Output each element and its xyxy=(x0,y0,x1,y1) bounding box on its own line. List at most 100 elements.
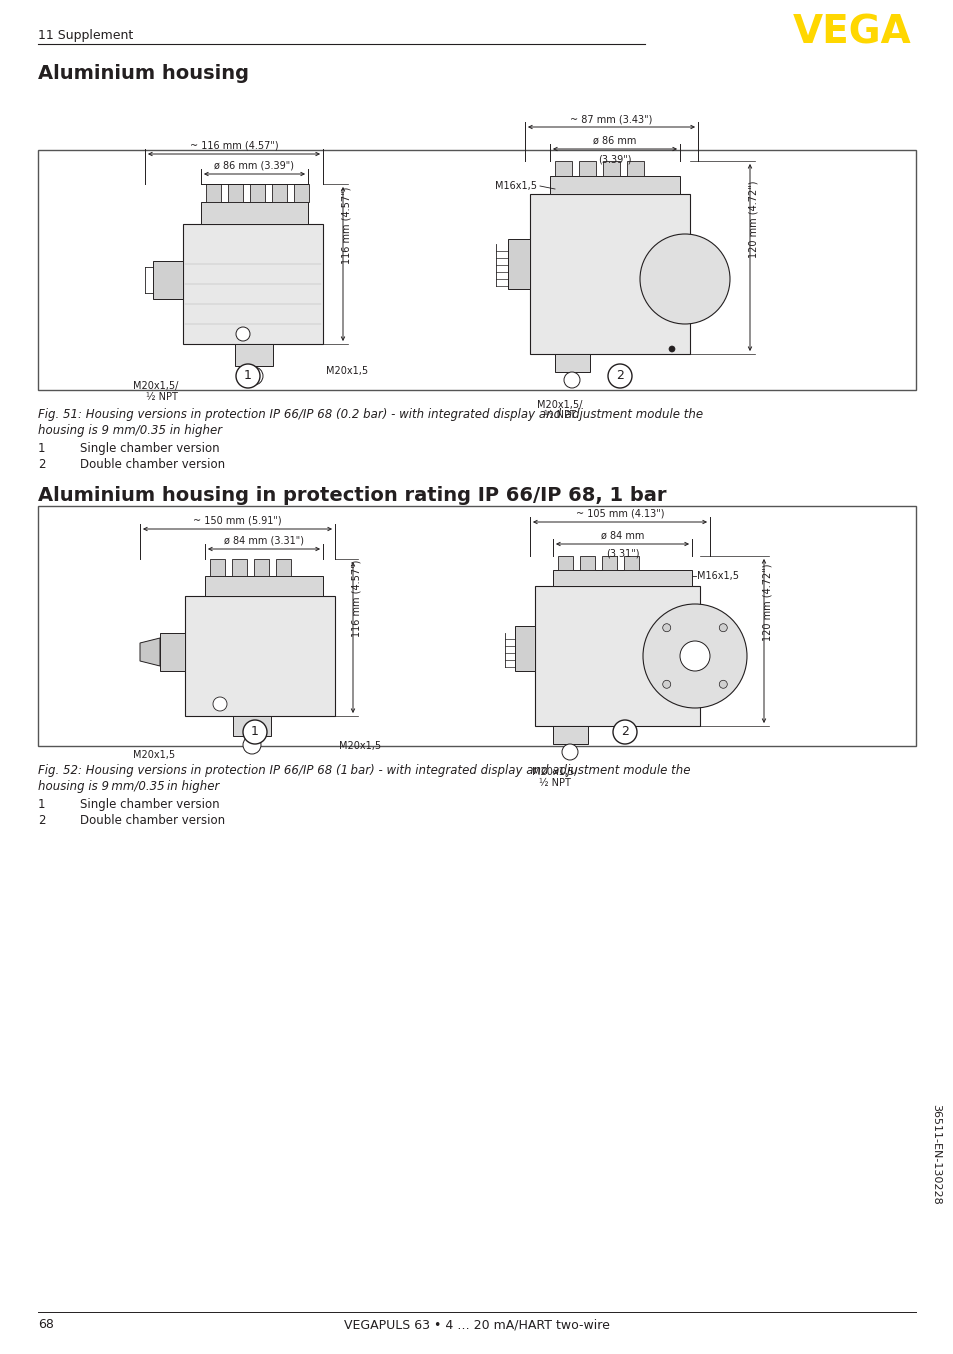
Text: Double chamber version: Double chamber version xyxy=(80,458,225,471)
Bar xyxy=(38,506,915,746)
Bar xyxy=(602,161,619,176)
Text: M20x1,5/: M20x1,5/ xyxy=(537,399,582,410)
Text: M20x1,5: M20x1,5 xyxy=(338,741,381,751)
Circle shape xyxy=(662,680,670,688)
Circle shape xyxy=(639,234,729,324)
Text: 2: 2 xyxy=(620,726,628,738)
Text: Fig. 52: Housing versions in protection IP 66/IP 68 (1 bar) - with integrated di: Fig. 52: Housing versions in protection … xyxy=(38,764,690,777)
Bar xyxy=(553,570,691,586)
Text: 68: 68 xyxy=(38,1317,53,1331)
Bar xyxy=(530,194,689,353)
Circle shape xyxy=(719,624,726,632)
Text: Single chamber version: Single chamber version xyxy=(80,798,219,811)
Circle shape xyxy=(561,743,578,760)
Circle shape xyxy=(668,347,675,352)
Bar xyxy=(205,575,323,596)
Bar xyxy=(275,559,291,575)
Text: ø 84 mm (3.31"): ø 84 mm (3.31") xyxy=(224,536,304,546)
Text: 1: 1 xyxy=(38,798,46,811)
Bar xyxy=(558,556,573,570)
Text: Single chamber version: Single chamber version xyxy=(80,441,219,455)
Bar xyxy=(38,150,915,390)
Bar xyxy=(250,184,265,202)
Text: ø 86 mm: ø 86 mm xyxy=(593,135,636,146)
Text: 116 mm (4.57"): 116 mm (4.57") xyxy=(352,561,361,638)
Bar xyxy=(183,223,323,344)
Text: ~ 150 mm (5.91"): ~ 150 mm (5.91") xyxy=(193,516,281,525)
Text: housing is 9 mm/0.35 in higher: housing is 9 mm/0.35 in higher xyxy=(38,424,222,437)
Bar xyxy=(185,596,335,716)
Circle shape xyxy=(719,680,726,688)
Bar xyxy=(535,586,700,726)
Bar xyxy=(201,202,308,223)
Text: ½ NPT: ½ NPT xyxy=(538,779,570,788)
Bar xyxy=(294,184,309,202)
Text: 2: 2 xyxy=(616,370,623,382)
Circle shape xyxy=(235,328,250,341)
Bar xyxy=(507,240,530,288)
Text: M16x1,5: M16x1,5 xyxy=(697,571,739,581)
Circle shape xyxy=(642,604,746,708)
Text: M20x1,5/: M20x1,5/ xyxy=(532,766,578,777)
Text: 2: 2 xyxy=(38,458,46,471)
Text: 2: 2 xyxy=(38,814,46,827)
Text: housing is 9 mm/0.35 in higher: housing is 9 mm/0.35 in higher xyxy=(38,780,219,793)
Text: Double chamber version: Double chamber version xyxy=(80,814,225,827)
Bar xyxy=(228,184,243,202)
Text: 11 Supplement: 11 Supplement xyxy=(38,28,133,42)
Text: VEGAPULS 63 • 4 … 20 mA/HART two-wire: VEGAPULS 63 • 4 … 20 mA/HART two-wire xyxy=(344,1317,609,1331)
Text: 116 mm (4.57"): 116 mm (4.57") xyxy=(341,187,352,264)
Circle shape xyxy=(245,367,263,385)
Bar xyxy=(601,556,617,570)
Text: M20x1,5: M20x1,5 xyxy=(132,750,174,760)
Bar xyxy=(553,726,587,743)
Bar xyxy=(555,161,572,176)
Bar xyxy=(232,559,247,575)
Text: 1: 1 xyxy=(251,726,258,738)
Bar xyxy=(550,176,679,194)
Text: Fig. 51: Housing versions in protection IP 66/IP 68 (0.2 bar) - with integrated : Fig. 51: Housing versions in protection … xyxy=(38,408,702,421)
Text: ½ NPT: ½ NPT xyxy=(543,410,576,420)
Text: ~ 87 mm (3.43"): ~ 87 mm (3.43") xyxy=(570,114,652,125)
Bar xyxy=(579,556,595,570)
Bar xyxy=(626,161,643,176)
Bar xyxy=(623,556,639,570)
Bar xyxy=(234,344,273,366)
Circle shape xyxy=(563,372,579,389)
Text: (3.39"): (3.39") xyxy=(598,154,631,164)
Circle shape xyxy=(235,364,260,389)
Bar xyxy=(578,161,596,176)
Bar xyxy=(272,184,287,202)
Circle shape xyxy=(613,720,637,743)
Text: 120 mm (4.72"): 120 mm (4.72") xyxy=(748,180,759,257)
Text: ~ 105 mm (4.13"): ~ 105 mm (4.13") xyxy=(576,509,663,519)
Circle shape xyxy=(243,737,261,754)
Bar xyxy=(555,353,589,372)
Text: ~ 116 mm (4.57"): ~ 116 mm (4.57") xyxy=(190,141,278,152)
Circle shape xyxy=(607,364,631,389)
Circle shape xyxy=(679,640,709,672)
Text: (3.31"): (3.31") xyxy=(605,548,639,559)
Circle shape xyxy=(243,720,267,743)
Circle shape xyxy=(213,697,227,711)
Text: ½ NPT: ½ NPT xyxy=(146,393,178,402)
Bar xyxy=(206,184,221,202)
Bar xyxy=(160,634,185,672)
Text: M16x1,5: M16x1,5 xyxy=(495,181,537,191)
Bar xyxy=(253,559,269,575)
Text: 1: 1 xyxy=(38,441,46,455)
Text: 1: 1 xyxy=(244,370,252,382)
Text: ø 86 mm (3.39"): ø 86 mm (3.39") xyxy=(214,161,294,171)
Text: VEGA: VEGA xyxy=(792,14,911,51)
Circle shape xyxy=(662,624,670,632)
Bar xyxy=(210,559,225,575)
Polygon shape xyxy=(140,638,160,666)
Text: M20x1,5: M20x1,5 xyxy=(326,366,368,376)
Bar xyxy=(152,261,183,299)
Text: ø 84 mm: ø 84 mm xyxy=(600,531,643,542)
Bar xyxy=(233,716,271,737)
Text: 36511-EN-130228: 36511-EN-130228 xyxy=(930,1104,940,1204)
Text: 120 mm (4.72"): 120 mm (4.72") xyxy=(762,563,772,640)
Text: M20x1,5/: M20x1,5/ xyxy=(132,380,178,391)
Text: Aluminium housing in protection rating IP 66/IP 68, 1 bar: Aluminium housing in protection rating I… xyxy=(38,486,666,505)
